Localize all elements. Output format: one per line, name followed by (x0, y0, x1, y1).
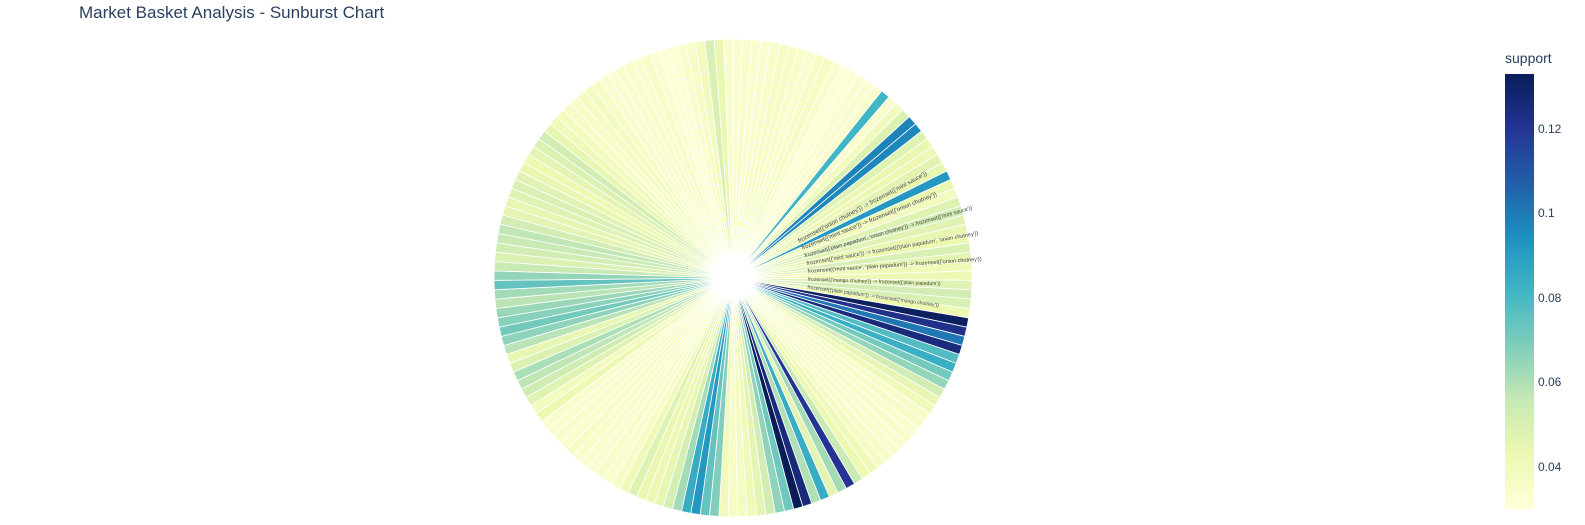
sunburst-sectors (493, 38, 973, 518)
colorbar-tick-label: 0.08 (1538, 290, 1562, 305)
colorbar (1505, 74, 1534, 509)
colorbar-tick-label: 0.12 (1538, 121, 1562, 136)
colorbar-tick-label: 0.04 (1538, 459, 1562, 474)
sunburst-sector[interactable] (723, 38, 734, 279)
colorbar-tick-label: 0.1 (1538, 206, 1555, 221)
colorbar-title: support (1505, 50, 1552, 66)
sector-label: frozenset({'mango chutney'}) -> frozense… (808, 277, 941, 288)
chart-title: Market Basket Analysis - Sunburst Chart (79, 3, 385, 22)
colorbar-tick-label: 0.06 (1538, 375, 1562, 390)
